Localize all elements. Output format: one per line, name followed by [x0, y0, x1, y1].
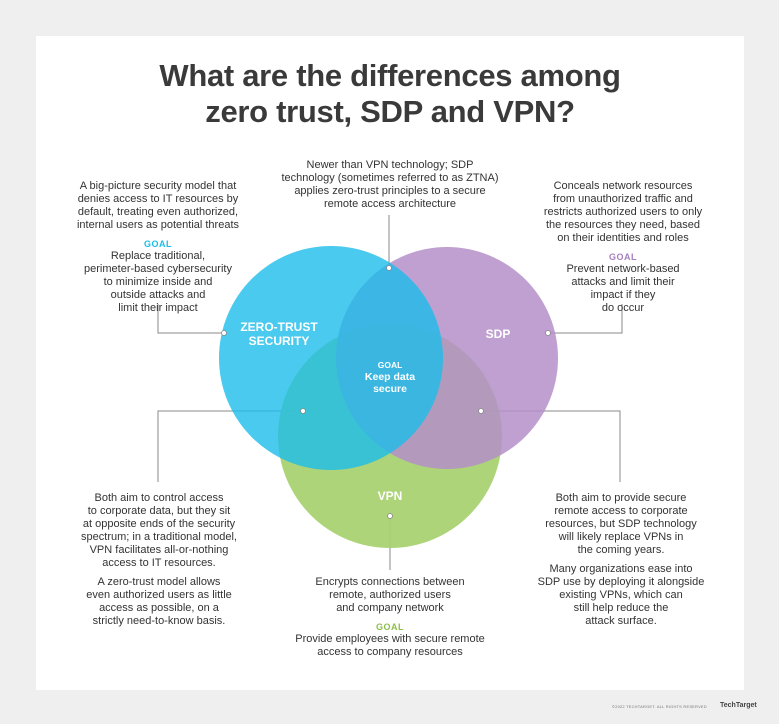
vpn-goal-line: Provide employees with secure remote	[295, 633, 485, 645]
zero-trust-label-line-1: ZERO-TRUST	[240, 320, 318, 334]
vpn-line: Encrypts connections between	[315, 576, 465, 588]
zt-line: A big-picture security model that	[79, 180, 237, 192]
zt-goal-line: limit their impact	[118, 302, 198, 314]
zt-vpn-note: Both aim to control access to corporate …	[66, 492, 252, 628]
center-goal-label: GOAL	[378, 360, 403, 370]
connector-sdp	[548, 304, 623, 334]
zt-line: denies access to IT resources by	[77, 193, 239, 205]
dot-vpn	[387, 513, 393, 519]
sdp-label: SDP	[486, 327, 511, 341]
sdp-goal-line: attacks and limit their	[571, 276, 675, 288]
zt-goal-label: GOAL	[144, 239, 172, 249]
center-goal-line-1: Keep data	[365, 371, 415, 383]
sdpvpn-line: the coming years.	[577, 544, 665, 556]
ztvpn-line: VPN facilitates all-or-nothing	[89, 544, 229, 556]
sdp-top-line: applies zero-trust principles to a secur…	[294, 185, 486, 197]
ztvpn-line-2: strictly need-to-know basis.	[92, 615, 226, 627]
zt-goal-line: Replace traditional,	[110, 250, 206, 262]
sdpvpn-line: Both aim to provide secure	[555, 492, 687, 504]
ztvpn-line: access to IT resources.	[102, 557, 216, 569]
dot-sdp	[545, 330, 551, 336]
sdpvpn-line-2: attack surface.	[585, 615, 657, 627]
sdp-top-note: Newer than VPN technology; SDP technolog…	[278, 159, 502, 211]
sdp-vpn-note: Both aim to provide secure remote access…	[524, 492, 718, 628]
sdp-line: on their identities and roles	[557, 232, 689, 244]
vpn-label: VPN	[378, 489, 403, 503]
sdpvpn-line: remote access to corporate	[554, 505, 688, 517]
sdpvpn-line: resources, but SDP technology	[545, 518, 697, 530]
ztvpn-line: spectrum; in a traditional model,	[81, 531, 237, 543]
zero-trust-note: A big-picture security model that denies…	[60, 180, 256, 315]
zt-goal-line: perimeter-based cybersecurity	[84, 263, 232, 275]
sdpvpn-line: will likely replace VPNs in	[558, 531, 684, 543]
dot-sdp-vpn	[478, 408, 484, 414]
title-line-1: What are the differences among	[159, 58, 621, 93]
vpn-note: Encrypts connections between remote, aut…	[286, 576, 494, 659]
dot-sdp-top	[386, 265, 392, 271]
zt-line: internal users as potential threats	[76, 219, 240, 231]
dot-zero-trust	[221, 330, 227, 336]
dot-zt-vpn	[300, 408, 306, 414]
title-line-2: zero trust, SDP and VPN?	[205, 94, 575, 129]
sdp-goal-line: impact if they	[590, 289, 656, 301]
sdpvpn-line-2: existing VPNs, which can	[559, 589, 683, 601]
ztvpn-line-2: access as possible, on a	[99, 602, 219, 614]
sdp-note: Conceals network resources from unauthor…	[518, 180, 728, 315]
vpn-goal-label: GOAL	[376, 622, 404, 632]
vpn-line: and company network	[336, 602, 444, 614]
ztvpn-line: at opposite ends of the security	[82, 518, 236, 530]
sdp-line: the resources they need, based	[545, 219, 701, 231]
ztvpn-line: Both aim to control access	[94, 492, 224, 504]
copyright-footer: ©2022 TECHTARGET. ALL RIGHTS RESERVED	[612, 704, 707, 709]
page-title: What are the differences among zero trus…	[36, 58, 744, 130]
sdp-goal-line: do occur	[601, 302, 645, 314]
sdp-line: from unauthorized traffic and	[553, 193, 693, 205]
sdp-top-line: Newer than VPN technology; SDP	[306, 159, 474, 171]
sdp-line: restricts authorized users to only	[543, 206, 703, 218]
sdp-goal-label: GOAL	[609, 252, 637, 262]
sdp-top-line: technology (sometimes referred to as ZTN…	[281, 172, 499, 184]
zt-goal-line: to minimize inside and	[103, 276, 213, 288]
zero-trust-label-line-2: SECURITY	[249, 334, 310, 348]
zt-line: default, treating even authorized,	[77, 206, 239, 218]
vpn-goal-line: access to company resources	[317, 646, 463, 658]
center-goal-line-2: secure	[373, 383, 407, 395]
ztvpn-line-2: even authorized users as little	[86, 589, 232, 601]
brand-logo: TechTarget	[720, 702, 757, 709]
ztvpn-line: to corporate data, but they sit	[87, 505, 231, 517]
sdpvpn-line-2: Many organizations ease into	[549, 563, 693, 575]
sdp-goal-line: Prevent network-based	[566, 263, 680, 275]
ztvpn-line-2: A zero-trust model allows	[97, 576, 221, 588]
sdpvpn-line-2: SDP use by deploying it alongside	[537, 576, 705, 588]
zt-goal-line: outside attacks and	[110, 289, 206, 301]
sdpvpn-line-2: still help reduce the	[573, 602, 669, 614]
sdp-line: Conceals network resources	[553, 180, 693, 192]
zero-trust-circle	[219, 246, 443, 470]
vpn-line: remote, authorized users	[329, 589, 451, 601]
connector-zero-trust	[157, 304, 224, 334]
sdp-top-line: remote access architecture	[323, 198, 457, 210]
